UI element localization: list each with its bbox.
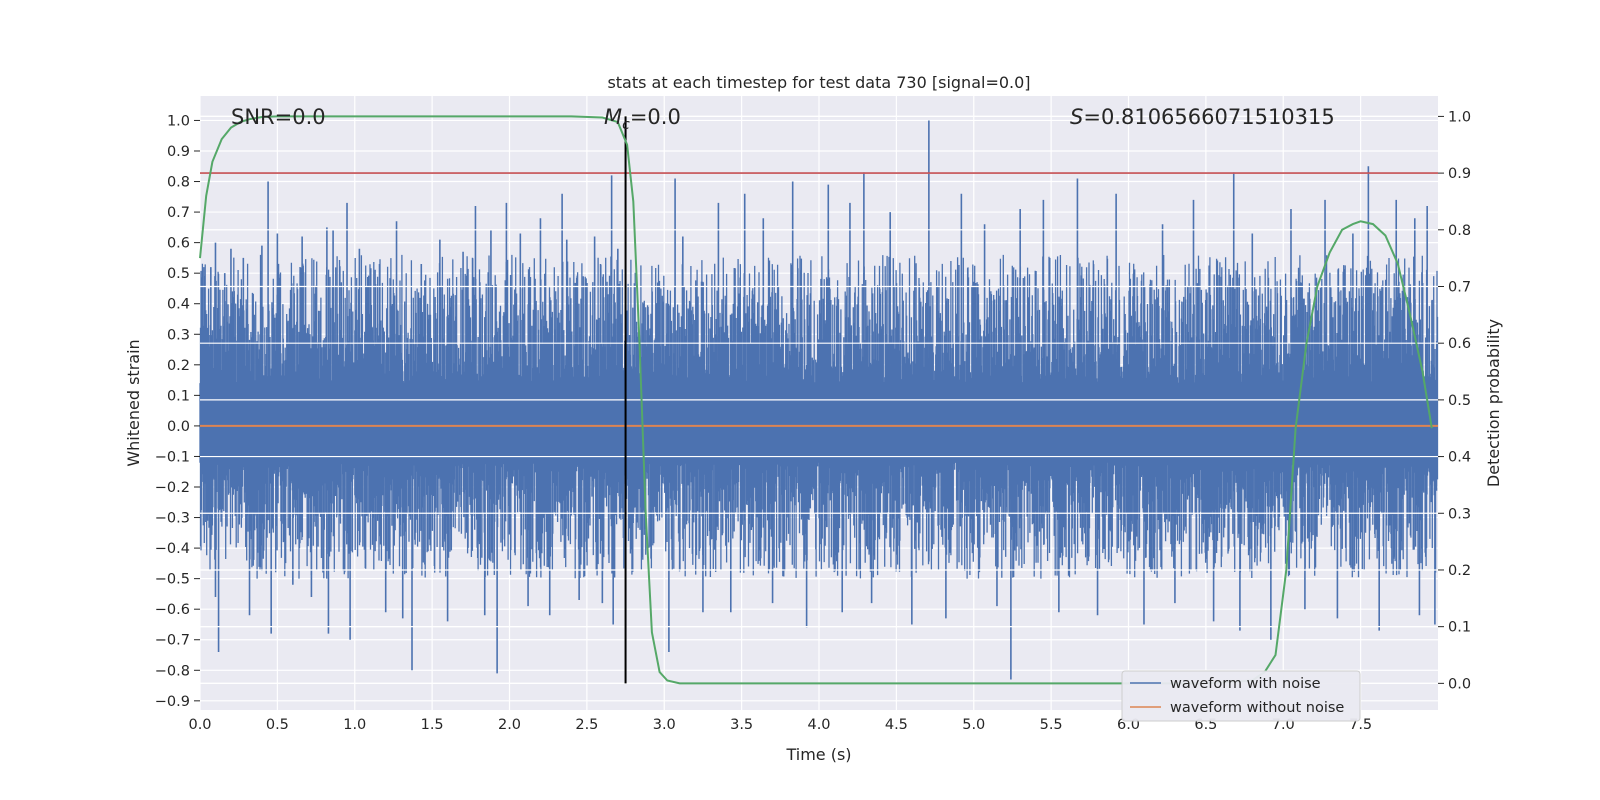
y2-tick-label: 0.6 — [1448, 336, 1471, 352]
chirp-mass-annotation: Mc=0.0 — [604, 105, 681, 133]
y-tick-label: 0.6 — [167, 236, 190, 252]
s-value: =0.8106566071510315 — [1083, 105, 1334, 129]
x-tick-label: 1.0 — [343, 717, 366, 733]
mc-subscript: c — [622, 117, 630, 133]
x-tick-label: 3.0 — [653, 717, 676, 733]
y-tick-label: −0.9 — [155, 694, 190, 710]
y-tick-label: −0.6 — [155, 602, 190, 618]
detection-probability-line — [199, 115, 1433, 685]
y2-tick-label: 0.1 — [1448, 620, 1471, 636]
y-tick-label: −0.1 — [155, 449, 190, 465]
y2-tick-label: 0.9 — [1448, 166, 1471, 182]
y-tick-label: −0.8 — [155, 663, 190, 679]
x-tick-label: 5.0 — [962, 717, 985, 733]
y-tick-label: −0.4 — [155, 541, 190, 557]
y-tick-label: −0.7 — [155, 633, 190, 649]
chart-title: stats at each timestep for test data 730… — [607, 73, 1030, 92]
y2-tick-label: 0.7 — [1448, 279, 1471, 295]
mc-value: =0.0 — [630, 105, 681, 129]
x-tick-label: 0.0 — [188, 717, 211, 733]
y-axis-label: Whitened strain — [124, 339, 143, 466]
y-tick-label: 0.0 — [167, 419, 190, 435]
x-tick-label: 2.0 — [498, 717, 521, 733]
x-tick-label: 5.5 — [1040, 717, 1063, 733]
x-tick-label: 1.5 — [421, 717, 444, 733]
y-tick-label: 0.4 — [167, 297, 190, 313]
mc-symbol: M — [604, 105, 622, 129]
y-tick-label: 0.3 — [167, 327, 190, 343]
legend: waveform with noise waveform without noi… — [1121, 670, 1361, 722]
x-tick-label: 4.0 — [807, 717, 830, 733]
s-annotation: S=0.8106566071510315 — [1070, 105, 1335, 129]
x-tick-label: 4.5 — [885, 717, 908, 733]
y2-tick-label: 0.5 — [1448, 393, 1471, 409]
legend-label-noise: waveform with noise — [1170, 676, 1321, 692]
legend-box — [1121, 670, 1361, 722]
y2-tick-label: 0.2 — [1448, 563, 1471, 579]
y-tick-label: −0.5 — [155, 572, 190, 588]
y2-axis-label: Detection probability — [1484, 319, 1503, 487]
x-tick-label: 3.5 — [730, 717, 753, 733]
y-tick-label: 0.1 — [167, 388, 190, 404]
y-tick-label: 0.8 — [167, 175, 190, 191]
data-layer — [199, 115, 1439, 685]
axis-layer: 0.0 0.5 1.0 1.5 2.0 2.5 3.0 3.5 4.0 4.5 5.0 5.5 6.0 6… — [155, 109, 1471, 733]
y2-tick-label: 1.0 — [1448, 109, 1471, 125]
y-tick-label: 0.2 — [167, 358, 190, 374]
x-tick-label: 0.5 — [266, 717, 289, 733]
y-tick-label: 0.5 — [167, 266, 190, 282]
y-tick-label: 0.7 — [167, 205, 190, 221]
y2-tick-label: 0.4 — [1448, 450, 1471, 466]
legend-label-clean: waveform without noise — [1170, 700, 1344, 716]
y-tick-label: −0.3 — [155, 511, 190, 527]
y-tick-label: 1.0 — [167, 113, 190, 129]
s-symbol: S — [1070, 105, 1083, 129]
y2-tick-label: 0.3 — [1448, 506, 1471, 522]
y2-tick-label: 0.8 — [1448, 223, 1471, 239]
x-axis-label: Time (s) — [785, 745, 851, 764]
snr-annotation: SNR=0.0 — [231, 105, 326, 129]
y-tick-label: −0.2 — [155, 480, 190, 496]
y2-tick-label: 0.0 — [1448, 676, 1471, 692]
y-tick-label: 0.9 — [167, 144, 190, 160]
x-tick-label: 2.5 — [575, 717, 598, 733]
